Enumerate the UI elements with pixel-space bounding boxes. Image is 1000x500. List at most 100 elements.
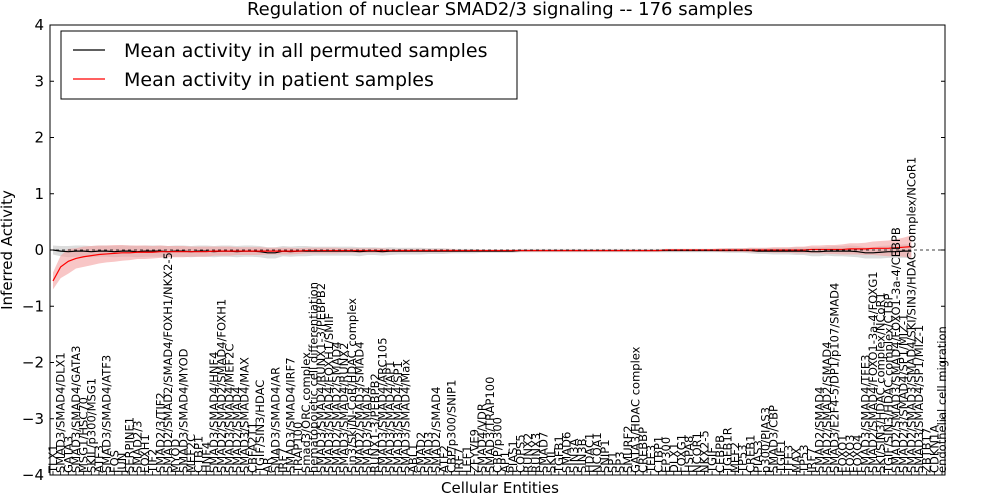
y-axis-ticks: −4 −3 −2 −1 0 1 2 3 4 bbox=[22, 16, 945, 484]
x-tick-label: SMAD4/VDR bbox=[475, 403, 489, 473]
y-tick-label: 2 bbox=[34, 129, 44, 147]
x-tick-label: ABL1 bbox=[406, 444, 420, 473]
x-tick-label: ZFYVE9 bbox=[468, 429, 482, 473]
x-tick-label: IRF7 bbox=[805, 448, 819, 473]
x-tick-label: SMAD2/3/TIF2 bbox=[153, 392, 167, 473]
x-tick-label: CBFA2T1 bbox=[245, 422, 259, 473]
x-tick-label: AR bbox=[261, 457, 275, 473]
x-tick-label: MYOD bbox=[169, 439, 183, 473]
y-tick-label: −3 bbox=[22, 410, 44, 428]
x-tick-label: SP3 bbox=[613, 451, 627, 473]
x-tick-label: PIAS1 bbox=[506, 440, 520, 473]
series-lines bbox=[52, 246, 912, 282]
legend-box bbox=[60, 30, 518, 100]
x-tick-label: SMAD3/SMAD4/RUNX2 bbox=[337, 343, 351, 473]
x-tick-label: MSG1/HSC70 bbox=[77, 397, 91, 473]
patient-mean-line bbox=[52, 246, 912, 282]
x-tick-label: SIN3B bbox=[575, 438, 589, 473]
x-tick-label: FOS bbox=[107, 450, 121, 473]
x-tick-label: MEF2 bbox=[728, 442, 742, 473]
x-tick-label: SMAD3/CBP bbox=[766, 405, 780, 473]
x-tick-label: SMAD2 bbox=[414, 432, 428, 473]
x-tick-label: HDAC1 bbox=[582, 433, 596, 473]
x-tick-label: SMAD3/SMAD4/RUNX1-3/PEBPB2 bbox=[314, 283, 328, 473]
x-tick-label: SMAD3/SMAD4/FOXH1/SMIF bbox=[322, 313, 336, 473]
x-tick-label: SMAD3/SMAD4/TFE3 bbox=[858, 355, 872, 474]
x-tick-label: JUN bbox=[115, 453, 129, 474]
x-tick-label: GATA3/HDAC complex bbox=[628, 346, 642, 473]
x-tick-label: AP1 bbox=[498, 451, 512, 473]
x-tick-label: SMAD3/E2F4-5/DP1/p107/SMAD4 bbox=[828, 283, 842, 473]
x-tick-label: SMAD2/SMAD4 bbox=[812, 387, 826, 473]
category-tick-labels: TLX1SMAD3/SMAD4/DLX1GATA3SMAD3/SMAD4/GAT… bbox=[46, 157, 949, 475]
x-tick-label: CEBPB bbox=[713, 435, 727, 473]
x-tick-label: SKI/SIN3/HDAC complex/NCoR1 bbox=[874, 292, 888, 473]
x-tick-label: SMAD3/SMAD4/MEF2C bbox=[222, 344, 236, 473]
y-axis-label: Inferred Activity bbox=[0, 190, 16, 310]
y-tick-label: 4 bbox=[34, 16, 44, 34]
x-tick-label: LEF1 bbox=[460, 445, 474, 473]
x-tick-label: CBP/p300 bbox=[491, 417, 505, 473]
y-tick-label: −4 bbox=[22, 466, 44, 484]
x-tick-label: EP300 bbox=[659, 437, 673, 473]
x-tick-label: SMAD3/SMAD4/ARC105 bbox=[376, 337, 390, 473]
x-tick-label: SMAD3/SMAD4/MYOD bbox=[176, 348, 190, 473]
x-tick-label: ZBTB17 bbox=[920, 428, 934, 473]
y-tick-label: −1 bbox=[22, 297, 44, 315]
x-tick-label: CREB1 bbox=[743, 435, 757, 474]
x-axis-label: Cellular Entities bbox=[441, 479, 559, 497]
x-tick-label: SMAD3/SMAD4/AR bbox=[268, 367, 282, 473]
x-tick-label: SP1 bbox=[605, 451, 619, 473]
x-tick-label: SMAD2/SMAD2/SMAD4/FOXH1/NKX2-5 bbox=[161, 252, 175, 473]
x-tick-label: SMAD3/TRAP100 bbox=[483, 377, 497, 473]
x-tick-label: TRAP100 bbox=[291, 422, 305, 474]
x-tick-label: GATA3 bbox=[61, 436, 75, 473]
x-tick-label: SMAD3/SMAD4/GATA3 bbox=[69, 346, 83, 473]
x-tick-label: TFE3 bbox=[782, 445, 796, 474]
x-tick-label: SMAD3/SMAD4/SP1/MIZ-1 bbox=[912, 325, 926, 473]
x-tick-label: IRF7 bbox=[452, 448, 466, 473]
x-tick-label: CTBP1 bbox=[192, 436, 206, 473]
x-tick-label: TP53 bbox=[736, 444, 750, 474]
x-tick-label: SMAD3/SMAD4/IRF7 bbox=[284, 357, 298, 473]
x-tick-label: SMAD2/SMAD2/SMAD4/FOXH1 bbox=[215, 299, 229, 473]
x-tick-label: SMAD2/SMAD3/SMAD4 bbox=[353, 341, 367, 473]
x-tick-label: ATF2 bbox=[437, 445, 451, 473]
x-tick-label: DLX1 bbox=[667, 443, 681, 473]
x-tick-label: NKX2-5 bbox=[697, 430, 711, 473]
x-tick-label: RUNX1-3/PEBPB2 bbox=[368, 373, 382, 473]
x-tick-label: SMAD2/3 bbox=[130, 421, 144, 473]
x-tick-label: Sin3/Ski/N-CoR/HDAC complex bbox=[345, 298, 359, 473]
x-tick-label: HNF4 bbox=[199, 442, 213, 473]
x-tick-label: COPS5 bbox=[513, 434, 527, 473]
x-tick-label: TGFB1R bbox=[720, 427, 734, 474]
x-tick-label: CBP/p300/SNIP1 bbox=[445, 380, 459, 473]
x-tick-label: SKIL bbox=[544, 448, 558, 473]
x-tick-label: SMAD2/SMAD2/SMAD4 bbox=[820, 341, 834, 473]
x-tick-label: TFE3 bbox=[644, 445, 658, 474]
x-tick-label: SMAD2/SMAD3/SMAD4/FOXO1-3a-4/CEBPB bbox=[889, 227, 903, 473]
x-tick-label: HSPA8 bbox=[682, 436, 696, 473]
legend: Mean activity in all permuted samples Me… bbox=[60, 30, 518, 100]
x-tick-label: SMAD7 bbox=[536, 432, 550, 473]
x-tick-label: SMAD2/SMAD2/SMAD4 bbox=[330, 341, 344, 473]
x-tick-label: SKIL/p300/MSG1 bbox=[84, 378, 98, 473]
x-tick-label: NCOA1 bbox=[590, 432, 604, 473]
x-tick-label: SMAD2/SMAD4/FOXO1-3a-4/FOXG1 bbox=[866, 271, 880, 473]
x-tick-label: PIAS3 bbox=[751, 440, 765, 473]
x-tick-label: CDKN1A bbox=[927, 425, 941, 473]
x-tick-label: TP53 bbox=[797, 444, 811, 474]
x-tick-label: CREBBP bbox=[636, 427, 650, 473]
x-tick-label: hematopoietic cell differentiation bbox=[307, 282, 321, 473]
x-tick-label: SMAD3/SMAD4 bbox=[360, 387, 374, 473]
legend-label-patient: Mean activity in patient samples bbox=[124, 69, 434, 91]
x-tick-label: SMAD3/SMAD4/AP1 bbox=[383, 361, 397, 473]
x-tick-label: MAX bbox=[789, 447, 803, 473]
x-tick-label: SMAD3/SMAD4/MAX bbox=[238, 357, 252, 473]
x-tick-label: TGIF bbox=[705, 447, 719, 474]
confidence-bands bbox=[53, 235, 912, 290]
x-tick-label: FOXO3 bbox=[843, 435, 857, 473]
x-tick-label: SMAD2/SMAD4 bbox=[230, 387, 244, 473]
x-tick-label: SIN3A bbox=[567, 438, 581, 473]
